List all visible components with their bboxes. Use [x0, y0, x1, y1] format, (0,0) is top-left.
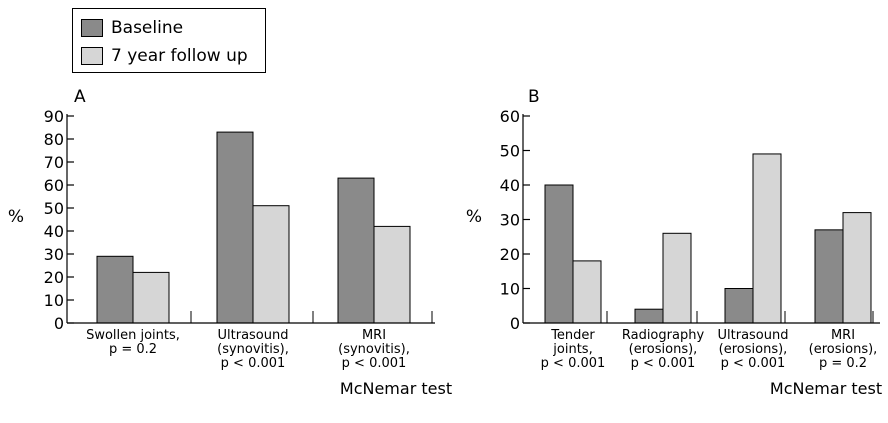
panel-a-y-axis-label: % — [8, 207, 24, 227]
panel-b-bar-baseline-0 — [544, 184, 574, 324]
panel-a-bar-baseline-2 — [337, 177, 375, 324]
panel-a-panel-label: A — [74, 87, 86, 107]
panel-b-category-label-1-line-0: Radiography — [622, 328, 705, 343]
panel-b-category-label-0: Tender joints, p < 0.001 — [541, 328, 606, 371]
panel-b-category-label-1-line-1: (erosions), — [629, 342, 698, 357]
panel-b-category-label-3-line-0: MRI — [831, 328, 855, 343]
panel-a-y-tick-label-70: 70 — [44, 153, 64, 172]
panel-a-category-label-2-line-2: p < 0.001 — [342, 356, 407, 371]
panel-a-y-tick-label-20: 20 — [44, 268, 64, 287]
panel-b-x-axis-label: McNemar test — [770, 379, 882, 398]
panel-b-bar-baseline-2 — [724, 288, 754, 324]
panel-b-category-label-3-line-1: (erosions), — [809, 342, 878, 357]
panel-b-category-label-1: Radiography (erosions), p < 0.001 — [622, 328, 705, 371]
panel-a-category-label-1-line-0: Ultrasound — [218, 328, 289, 343]
panel-a-y-tick-label-30: 30 — [44, 245, 64, 264]
panel-b-category-label-2: Ultrasound (erosions), p < 0.001 — [718, 328, 789, 371]
panel-a-category-label-1-line-2: p < 0.001 — [221, 356, 286, 371]
panel-b-bar-follow-up-2 — [752, 153, 782, 324]
panel-b-category-label-2-line-2: p < 0.001 — [721, 356, 786, 371]
panel-b-y-tick-label-30: 30 — [500, 211, 520, 230]
panel-a-chart: 0 10 20 30 40 50 60 70 80 90 Swollen joints, p = 0.… — [8, 87, 452, 398]
panel-b-y-tick-label-40: 40 — [500, 176, 520, 195]
panel-a-bar-baseline-0 — [96, 255, 134, 324]
panel-a-x-axis-label: McNemar test — [340, 379, 452, 398]
panel-a-bar-follow-up-2 — [373, 225, 411, 324]
panel-a-category-label-0-line-0: Swollen joints, — [86, 328, 180, 343]
panel-b-category-label-0-line-1: joints, — [552, 342, 592, 357]
panel-b-bar-baseline-3 — [814, 229, 844, 324]
panel-a-y-tick-label-0: 0 — [54, 314, 64, 333]
panel-a-y-tick-label-40: 40 — [44, 222, 64, 241]
panel-a-bar-follow-up-0 — [132, 271, 170, 324]
panel-b-panel-label: B — [528, 87, 540, 107]
panel-b-y-tick-label-50: 50 — [500, 142, 520, 161]
panel-a-category-label-1: Ultrasound (synovitis), p < 0.001 — [217, 328, 289, 371]
legend-swatch-follow-up — [81, 47, 103, 65]
panel-b-category-label-3: MRI (erosions), p = 0.2 — [809, 328, 878, 371]
panel-a-y-tick-label-60: 60 — [44, 176, 64, 195]
panel-a-category-label-0: Swollen joints, p = 0.2 — [86, 328, 180, 357]
panel-b-y-tick-label-20: 20 — [500, 245, 520, 264]
panel-b-category-label-2-line-1: (erosions), — [719, 342, 788, 357]
panel-b-category-label-1-line-2: p < 0.001 — [631, 356, 696, 371]
legend-label-follow-up: 7 year follow up — [111, 46, 248, 66]
panel-a-y-tick-label-80: 80 — [44, 130, 64, 149]
panel-a-bar-baseline-1 — [216, 131, 254, 324]
panel-a-y-tick-label-90: 90 — [44, 107, 64, 126]
panel-a-category-label-0-line-1: p = 0.2 — [109, 342, 157, 357]
panel-b-y-axis-label: % — [466, 207, 482, 227]
panel-a-y-tick-label-10: 10 — [44, 291, 64, 310]
panel-b-y-tick-label-60: 60 — [500, 107, 520, 126]
panel-a-category-label-2-line-1: (synovitis), — [338, 342, 410, 357]
legend-label-baseline: Baseline — [111, 18, 184, 38]
panel-b-category-label-2-line-0: Ultrasound — [718, 328, 789, 343]
panel-b-bar-follow-up-0 — [572, 260, 602, 324]
panel-b-category-label-0-line-0: Tender — [550, 328, 595, 343]
panel-b-category-label-3-line-2: p = 0.2 — [819, 356, 867, 371]
legend-item-baseline: Baseline — [81, 17, 183, 39]
panel-a-bar-follow-up-1 — [252, 205, 290, 324]
panel-a-category-label-2: MRI (synovitis), p < 0.001 — [338, 328, 410, 371]
panel-b-bar-follow-up-1 — [662, 232, 692, 324]
legend-swatch-baseline — [81, 19, 103, 37]
panel-a-category-label-1-line-1: (synovitis), — [217, 342, 289, 357]
panel-a-category-label-2-line-0: MRI — [362, 328, 386, 343]
panel-b-bar-follow-up-3 — [842, 212, 872, 324]
panel-b-category-label-0-line-2: p < 0.001 — [541, 356, 606, 371]
panel-b-bar-baseline-1 — [634, 308, 664, 324]
panel-b-y-tick-label-10: 10 — [500, 280, 520, 299]
legend: Baseline 7 year follow up — [72, 8, 266, 73]
legend-item-follow-up: 7 year follow up — [81, 45, 248, 67]
panel-a-y-tick-label-50: 50 — [44, 199, 64, 218]
panel-b-y-tick-label-0: 0 — [510, 314, 520, 333]
